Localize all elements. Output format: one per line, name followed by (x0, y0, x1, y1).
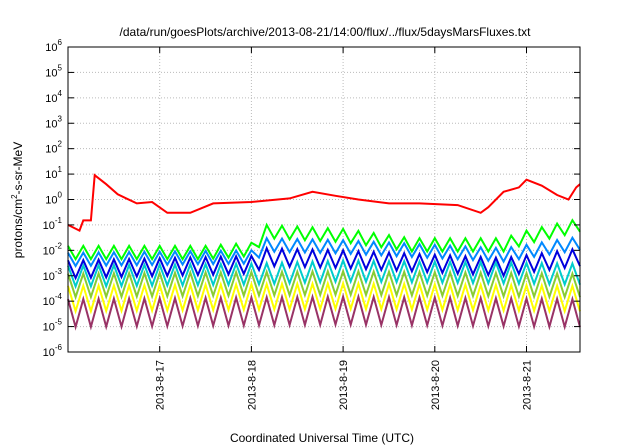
y-tick-label: 10-4 (43, 292, 63, 308)
y-axis: 10-6 10-5 10-4 10-3 10-2 10-1 100 101 102 103 104 1… (43, 38, 580, 359)
y-tick-label: 105 (45, 63, 62, 79)
series-group (67, 173, 581, 331)
series-line (67, 235, 581, 269)
chart-title: /data/run/goesPlots/archive/2013-08-21/1… (120, 25, 532, 39)
y-tick-label: 10-2 (43, 241, 63, 257)
y-tick-label: 10-3 (43, 267, 63, 283)
y-tick-label: 101 (45, 165, 62, 181)
series-line (67, 257, 581, 290)
x-tick-label: 2013-8-17 (155, 360, 167, 410)
x-tick-label: 2013-8-19 (338, 360, 350, 410)
y-axis-label: protons/cm2-s-sr-MeV (10, 142, 25, 258)
x-axis: 2013-8-17 2013-8-18 2013-8-19 2013-8-20 2013… (155, 47, 534, 410)
y-tick-label: 103 (45, 114, 62, 130)
y-tick-label: 10-5 (43, 318, 63, 334)
y-tick-label: 106 (45, 38, 62, 54)
y-tick-label: 10-6 (43, 343, 63, 359)
series-line (67, 268, 581, 301)
series-line (67, 279, 581, 315)
y-tick-label: 104 (45, 89, 62, 105)
x-tick-label: 2013-8-18 (246, 360, 258, 410)
y-tick-label: 100 (45, 191, 62, 207)
y-tick-label: 10-1 (43, 216, 63, 232)
x-tick-label: 2013-8-20 (430, 360, 442, 410)
x-axis-label: Coordinated Universal Time (UTC) (230, 431, 414, 445)
series-line (67, 173, 581, 232)
series-line (67, 218, 581, 262)
series-line (67, 292, 581, 331)
x-tick-label: 2013-8-21 (522, 360, 534, 410)
series-line (67, 245, 581, 281)
y-tick-label: 102 (45, 140, 62, 156)
